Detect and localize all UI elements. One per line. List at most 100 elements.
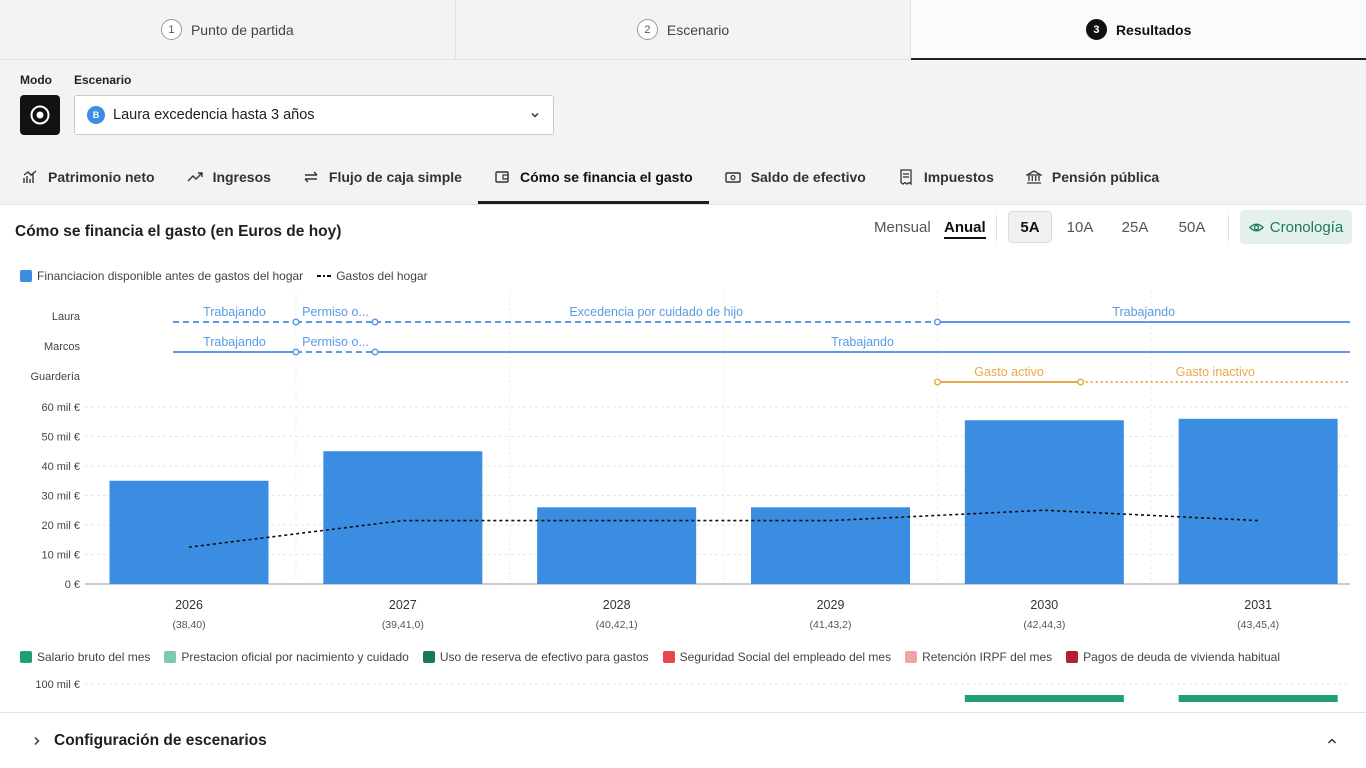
step-resultados[interactable]: 3 Resultados	[911, 0, 1366, 60]
timeline-segment-label: Excedencia por cuidado de hijo	[569, 305, 743, 319]
timeline-marker	[292, 348, 300, 356]
timeline-marker	[933, 378, 941, 386]
tab-label: Saldo de efectivo	[750, 169, 866, 185]
legend-swatch	[20, 270, 32, 282]
legend-item-deuda[interactable]: Pagos de deuda de vivienda habitual	[1066, 650, 1280, 664]
y-tick-label: 60 mil €	[41, 402, 80, 414]
scenario-label: Escenario	[74, 73, 132, 87]
timeline-row-label: Laura	[52, 311, 81, 323]
x-tick-label: 2026	[175, 598, 203, 612]
range-25a-button[interactable]: 25A	[1121, 218, 1149, 236]
timeline-toggle-button[interactable]: Cronología	[1240, 210, 1352, 244]
range-5a-button[interactable]: 5A	[1008, 211, 1052, 243]
x-tick-sublabel: (40,42,1)	[596, 619, 638, 631]
tab-saldo-de-efectivo[interactable]: Saldo de efectivo	[709, 150, 882, 204]
legend-label: Salario bruto del mes	[37, 650, 151, 664]
timeline-marker	[371, 348, 379, 356]
y-tick-label: 10 mil €	[41, 550, 80, 562]
range-50a-button[interactable]: 50A	[1178, 218, 1206, 236]
bar	[323, 451, 483, 584]
step-number: 1	[160, 19, 182, 40]
legend-label: Pagos de deuda de vivienda habitual	[1083, 650, 1280, 664]
timeline-segment-label: Permiso o...	[302, 305, 369, 319]
step-label: Resultados	[1115, 21, 1192, 38]
mode-toggle-button[interactable]	[20, 95, 60, 135]
y-tick-label: 0 €	[65, 579, 80, 591]
divider	[996, 215, 997, 241]
tab-label: Cómo se financia el gasto	[519, 169, 693, 185]
period-annual-button[interactable]: Anual	[944, 219, 986, 239]
legend-label: Uso de reserva de efectivo para gastos	[439, 650, 649, 664]
bar	[751, 507, 910, 584]
bank-icon	[1025, 170, 1042, 184]
tab-label: Impuestos	[923, 169, 994, 185]
tab-flujo-de-caja[interactable]: Flujo de caja simple	[287, 150, 478, 204]
timeline-segment-label: Trabajando	[1112, 305, 1175, 319]
timeline-marker	[933, 318, 941, 326]
tab-pension-publica[interactable]: Pensión pública	[1010, 150, 1175, 204]
chart-icon	[23, 170, 37, 183]
tab-como-se-financia[interactable]: Cómo se financia el gasto	[477, 150, 709, 204]
divider	[1228, 215, 1229, 241]
tab-ingresos[interactable]: Ingresos	[171, 150, 287, 204]
x-tick-sublabel: (42,44,3)	[1023, 619, 1065, 631]
y-tick-label: 50 mil €	[41, 432, 80, 444]
scenario-select[interactable]: B Laura excedencia hasta 3 años	[74, 95, 554, 135]
legend-item-salario[interactable]: Salario bruto del mes	[20, 650, 150, 664]
legend-label: Seguridad Social del empleado del mes	[679, 650, 892, 664]
config-title: Configuración de escenarios	[54, 731, 267, 749]
timeline-segment-label: Permiso o...	[302, 335, 369, 349]
tab-impuestos[interactable]: Impuestos	[882, 150, 1010, 204]
secondary-bar	[1178, 695, 1338, 702]
y-tick-label: 30 mil €	[41, 491, 80, 503]
wallet-icon	[495, 171, 509, 183]
legend-item-financiacion[interactable]: Financiacion disponible antes de gastos …	[20, 269, 303, 283]
series-line	[188, 509, 1259, 548]
tab-label: Ingresos	[212, 169, 271, 185]
bar	[537, 507, 697, 584]
tab-label: Pensión pública	[1051, 169, 1160, 185]
scenario-config-panel[interactable]: Configuración de escenarios	[0, 712, 1366, 768]
scenario-badge: B	[87, 106, 105, 124]
legend-item-seguridad-social[interactable]: Seguridad Social del empleado del mes	[662, 650, 892, 664]
legend-item-prestacion[interactable]: Prestacion oficial por nacimiento y cuid…	[164, 650, 409, 664]
scenario-controls: Modo Escenario B Laura excedencia hasta …	[0, 60, 1366, 150]
timeline-segment-label: Gasto activo	[974, 365, 1044, 379]
x-tick-label: 2027	[389, 598, 417, 612]
scenario-select-value: Laura excedencia hasta 3 años	[113, 107, 315, 123]
x-tick-sublabel: (43,45,4)	[1237, 619, 1279, 631]
timeline-segment-label: Trabajando	[203, 305, 266, 319]
wizard-stepper: 1 Punto de partida 2 Escenario 3 Resulta…	[0, 0, 1366, 60]
tab-label: Patrimonio neto	[48, 169, 155, 185]
legend-label: Prestacion oficial por nacimiento y cuid…	[181, 650, 409, 664]
legend-swatch	[1066, 651, 1079, 663]
trend-icon	[187, 172, 203, 182]
timeline-segment-label: Gasto inactivo	[1176, 365, 1255, 379]
legend-swatch	[20, 651, 32, 663]
legend-item-gastos[interactable]: Gastos del hogar	[317, 269, 428, 283]
x-tick-label: 2029	[817, 598, 845, 612]
legend-item-irpf[interactable]: Retención IRPF del mes	[905, 650, 1052, 664]
y-tick-label: 40 mil €	[41, 461, 80, 473]
timeline-toggle-label: Cronología	[1269, 218, 1344, 236]
range-10a-button[interactable]: 10A	[1066, 218, 1094, 236]
mode-label: Modo	[20, 73, 52, 87]
chevron-up-icon	[1327, 737, 1337, 744]
tab-patrimonio-neto[interactable]: Patrimonio neto	[6, 150, 171, 204]
timeline-row-label: Marcos	[44, 341, 81, 353]
receipt-icon	[900, 169, 912, 185]
step-punto-de-partida[interactable]: 1 Punto de partida	[0, 0, 456, 59]
legend-label: Financiacion disponible antes de gastos …	[37, 269, 304, 283]
legend-label: Gastos del hogar	[336, 269, 428, 283]
period-monthly-button[interactable]: Mensual	[874, 219, 931, 236]
eye-icon	[1248, 223, 1264, 231]
chevron-down-icon	[531, 112, 539, 118]
legend-item-reserva[interactable]: Uso de reserva de efectivo para gastos	[422, 650, 649, 664]
legend-label: Retención IRPF del mes	[922, 650, 1053, 664]
timeline-marker	[371, 318, 379, 326]
legend-dash-swatch	[317, 275, 332, 277]
step-escenario[interactable]: 2 Escenario	[456, 0, 912, 59]
x-tick-label: 2028	[603, 598, 631, 612]
x-tick-label: 2030	[1030, 598, 1058, 612]
x-tick-label: 2031	[1244, 598, 1272, 612]
